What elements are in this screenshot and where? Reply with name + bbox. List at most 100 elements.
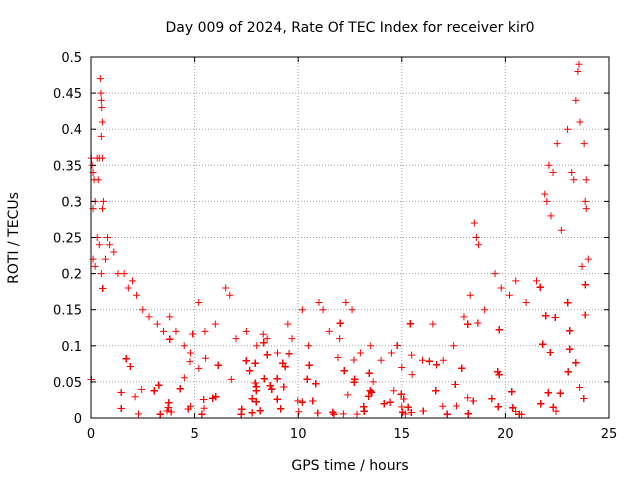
data-point: [98, 118, 106, 126]
data-point: [481, 306, 489, 314]
data-point: [564, 299, 572, 307]
data-point: [536, 283, 544, 291]
data-point: [256, 407, 264, 415]
data-point: [582, 205, 590, 213]
y-axis-ticks: 0 0.05 0.1 0.15 0.2 0.25 0.3 0.35 0.4 0.45 0.5: [53, 51, 609, 427]
data-point: [122, 355, 130, 363]
data-point: [325, 327, 333, 335]
data-point: [91, 262, 99, 270]
data-point: [200, 404, 208, 412]
data-point: [544, 389, 552, 397]
data-point: [279, 359, 287, 367]
data-point: [202, 354, 210, 362]
data-point: [336, 335, 344, 343]
data-point: [390, 387, 398, 395]
data-point: [273, 375, 281, 383]
data-point: [124, 284, 132, 292]
data-point: [131, 393, 139, 401]
data-point: [557, 226, 565, 234]
data-point: [312, 380, 320, 388]
data-point: [330, 410, 338, 418]
data-point: [564, 368, 572, 376]
data-point: [160, 327, 168, 335]
data-point: [464, 394, 472, 402]
data-point: [556, 389, 564, 397]
data-point: [380, 400, 388, 408]
data-point: [303, 375, 311, 383]
data-point: [165, 399, 173, 407]
data-point: [419, 356, 427, 364]
data-point: [222, 284, 230, 292]
data-point: [398, 403, 406, 411]
chart-title: Day 009 of 2024, Rate Of TEC Index for r…: [165, 20, 534, 36]
data-point: [439, 402, 447, 410]
data-point: [334, 353, 342, 361]
data-point: [260, 375, 268, 383]
data-point: [294, 397, 302, 405]
data-points: [87, 60, 592, 418]
data-point: [581, 281, 589, 289]
data-point: [546, 349, 554, 357]
data-point: [537, 400, 545, 408]
data-point: [451, 380, 459, 388]
data-point: [252, 398, 260, 406]
data-point: [180, 374, 188, 382]
data-point: [209, 394, 217, 402]
data-point: [106, 241, 114, 249]
data-point: [552, 407, 560, 415]
data-point: [470, 219, 478, 227]
data-point: [425, 357, 433, 365]
data-point: [365, 369, 373, 377]
data-point: [397, 390, 405, 398]
x-tick-label: 15: [394, 427, 411, 442]
data-point: [139, 306, 147, 314]
data-point: [99, 284, 107, 292]
x-axis-title: GPS time / hours: [291, 458, 408, 474]
data-point: [407, 409, 415, 417]
data-point: [432, 387, 440, 395]
data-point: [553, 140, 561, 148]
data-point: [253, 342, 261, 350]
data-point: [98, 154, 106, 162]
data-point: [295, 408, 303, 416]
data-point: [285, 350, 293, 358]
y-tick-label: 0.2: [61, 268, 82, 283]
data-point: [248, 395, 256, 403]
data-point: [495, 326, 503, 334]
data-point: [126, 362, 134, 370]
data-point: [360, 403, 368, 411]
data-point: [156, 410, 164, 418]
data-point: [145, 313, 153, 321]
data-point: [419, 407, 427, 415]
data-point: [226, 291, 234, 299]
data-point: [195, 298, 203, 306]
data-point: [365, 392, 373, 400]
data-point: [336, 319, 344, 327]
data-point: [280, 383, 288, 391]
data-point: [398, 363, 406, 371]
data-point: [406, 320, 414, 328]
data-point: [176, 385, 184, 393]
y-tick-label: 0.1: [61, 340, 82, 355]
data-point: [97, 89, 105, 97]
data-point: [166, 313, 174, 321]
data-point: [277, 405, 285, 413]
data-point: [353, 410, 361, 418]
data-point: [288, 335, 296, 343]
data-point: [408, 371, 416, 379]
data-point: [542, 312, 550, 320]
data-point: [458, 364, 466, 372]
data-point: [167, 408, 175, 416]
data-point: [246, 367, 254, 375]
data-point: [251, 379, 259, 387]
data-point: [572, 359, 580, 367]
data-point: [581, 197, 589, 205]
data-point: [472, 234, 480, 241]
data-point: [273, 395, 281, 403]
data-point: [114, 270, 122, 278]
data-point: [201, 327, 209, 335]
data-point: [469, 397, 477, 405]
x-tick-label: 20: [497, 427, 514, 442]
data-point: [266, 382, 274, 390]
data-point: [564, 125, 572, 133]
